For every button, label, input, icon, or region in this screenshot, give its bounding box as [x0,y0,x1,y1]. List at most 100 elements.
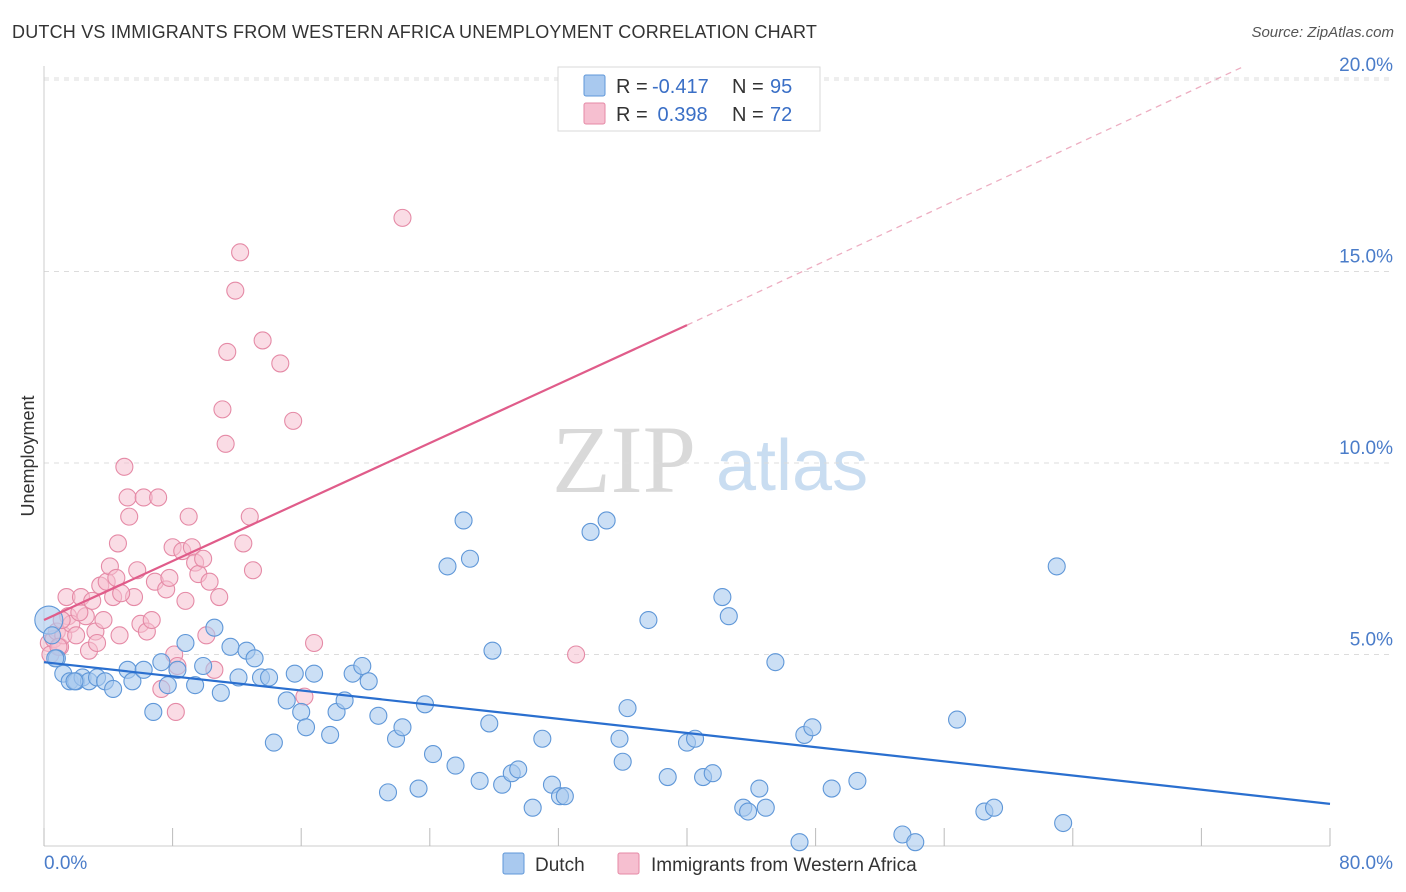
data-point-dutch-66 [613,752,632,771]
data-point-immigrants-47 [194,549,213,568]
y-tick-labels: 5.0% 10.0% 15.0% 20.0% [1339,55,1393,651]
data-point-dutch-41 [369,706,388,725]
data-point-dutch-32 [292,702,311,722]
data-point-immigrants-60 [253,331,272,350]
data-point-dutch-1 [42,626,62,645]
data-point-immigrants-64 [305,633,324,653]
legend-n-label-dutch: N = [732,76,764,98]
data-point-dutch-17 [168,660,187,679]
bottom-legend-label-immigrants: Immigrants from Western Africa [651,855,917,876]
data-point-immigrants-42 [176,591,195,610]
data-point-dutch-73 [703,764,722,783]
series-immigrants-points [39,208,586,722]
data-point-dutch-78 [750,779,769,798]
data-point-dutch-68 [639,610,658,630]
data-point-dutch-30 [277,691,296,710]
data-point-dutch-52 [470,771,489,790]
data-point-dutch-42 [378,783,398,802]
data-point-dutch-19 [186,676,205,695]
data-point-immigrants-66 [567,645,586,664]
trend-line-dutch [43,661,1331,805]
data-point-dutch-35 [321,725,340,744]
legend-swatch-dutch [583,74,606,97]
legend-r-label-dutch: R = [616,76,648,98]
data-point-dutch-53 [480,714,499,733]
series-legend: Dutch Immigrants from Western Africa [502,852,917,876]
y-tick-label-10: 10.0% [1339,438,1393,459]
data-point-immigrants-62 [284,411,303,430]
source-note: Source: ZipAtlas.com [1251,24,1394,41]
data-point-dutch-45 [409,779,428,798]
series-dutch-points [34,511,1073,852]
data-point-dutch-88 [948,710,967,729]
trend-line-immigrants [43,324,688,622]
data-point-immigrants-49 [200,572,219,591]
data-point-dutch-58 [523,798,542,817]
data-point-immigrants-52 [213,400,232,419]
bottom-legend-swatch-immigrants [617,852,640,875]
data-point-dutch-64 [597,511,616,530]
legend-swatch-immigrants [583,102,606,125]
legend-n-label-immigrants: N = [732,104,764,126]
legend-r-value-immigrants: 0.398 [652,104,708,126]
data-point-dutch-33 [296,718,316,737]
data-point-dutch-75 [719,607,738,626]
y-tick-label-20: 20.0% [1339,55,1393,76]
data-point-dutch-67 [618,699,637,718]
data-point-immigrants-31 [142,610,161,630]
data-point-dutch-54 [483,641,502,660]
legend-r-value-dutch: -0.417 [652,76,709,98]
data-point-immigrants-69 [87,633,107,653]
bottom-legend-label-dutch: Dutch [535,855,585,876]
data-point-dutch-63 [581,522,600,541]
bottom-legend-swatch-dutch [502,852,525,875]
data-point-dutch-80 [766,653,785,672]
chart-title: DUTCH VS IMMIGRANTS FROM WESTERN AFRICA … [12,22,818,42]
data-point-dutch-48 [438,557,457,576]
data-point-immigrants-9 [67,626,86,645]
data-point-dutch-24 [229,668,248,687]
data-point-dutch-51 [460,549,480,568]
data-point-dutch-57 [509,760,528,779]
data-point-dutch-22 [211,683,230,702]
data-point-dutch-49 [446,756,465,775]
trend-lines [43,66,1331,805]
watermark: ZIP atlas [552,406,868,513]
data-point-immigrants-22 [110,626,129,645]
correlation-legend: R = -0.417 N = 95 R = 0.398 N = 72 [557,66,821,132]
watermark-zip: ZIP [552,406,696,513]
data-point-immigrants-16 [94,610,113,630]
data-point-dutch-77 [739,802,758,821]
data-point-dutch-83 [803,718,822,737]
data-point-immigrants-53 [216,434,235,453]
legend-n-value-dutch: 95 [770,76,792,98]
data-point-dutch-26 [245,649,264,668]
data-point-dutch-81 [790,833,809,852]
x-tick-label-max: 80.0% [1339,853,1393,874]
watermark-atlas: atlas [716,426,868,506]
data-point-immigrants-59 [243,561,263,580]
data-point-dutch-21 [205,618,224,637]
data-point-immigrants-39 [166,702,185,722]
data-point-dutch-39 [353,656,372,676]
data-point-immigrants-36 [160,568,179,587]
data-point-dutch-20 [194,656,213,676]
data-point-dutch-44 [393,718,412,737]
data-point-dutch-18 [176,633,195,653]
data-point-dutch-92 [1054,813,1073,833]
data-point-dutch-74 [713,587,732,607]
trend-line-immigrants-extension [686,66,1244,326]
y-axis-label: Unemployment [18,395,38,516]
data-point-dutch-29 [264,733,283,752]
y-tick-label-15: 15.0% [1339,247,1393,268]
data-point-dutch-13 [134,660,153,679]
legend-n-value-immigrants: 72 [770,104,792,126]
data-point-immigrants-61 [271,354,290,373]
data-point-immigrants-65 [393,208,412,227]
data-point-immigrants-33 [149,488,168,507]
data-point-dutch-62 [555,787,574,806]
data-point-dutch-14 [144,702,163,722]
axes [43,66,1331,847]
data-point-immigrants-24 [118,488,137,507]
